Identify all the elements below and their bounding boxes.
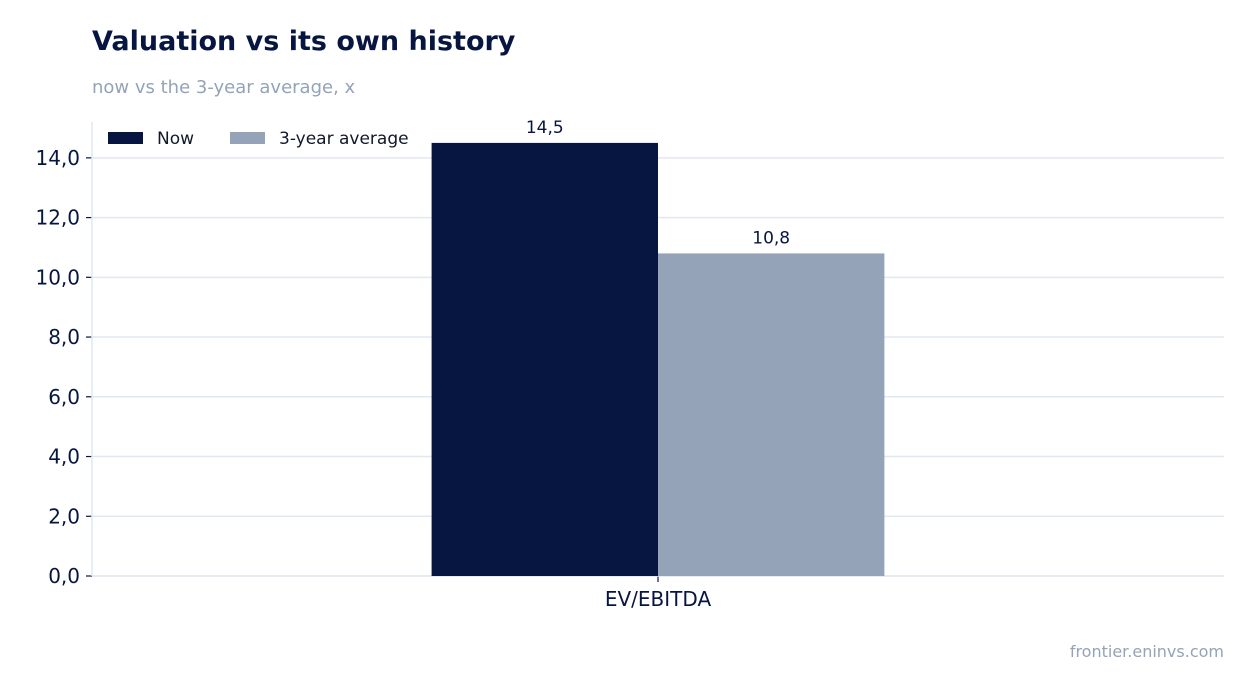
legend-label: Now (157, 129, 194, 149)
y-tick-label: 2,0 (48, 504, 80, 528)
legend: Now 3-year average (108, 129, 409, 149)
legend-swatch-average (230, 132, 265, 144)
axes: 0,0 2,0 4,0 6,0 8,0 10,0 12,0 14,0 EV/EBITDA (35, 122, 1224, 611)
y-tick-label: 4,0 (48, 445, 80, 469)
data-label: 14,5 (526, 118, 564, 138)
source-footer: frontier.eninvs.com (1069, 642, 1224, 661)
bars (431, 142, 885, 576)
chart-title: Valuation vs its own history (92, 26, 516, 57)
y-tick-label: 8,0 (48, 325, 80, 349)
legend-label: 3-year average (279, 129, 409, 149)
y-tick-label: 0,0 (48, 564, 80, 588)
data-label: 10,8 (752, 228, 790, 248)
y-tick-label: 6,0 (48, 385, 80, 409)
x-tick-label: EV/EBITDA (605, 587, 712, 611)
bar-now (431, 142, 658, 576)
legend-swatch-now (108, 132, 143, 144)
y-tick-label: 12,0 (35, 206, 80, 230)
y-tick-label: 14,0 (35, 146, 80, 170)
data-labels: 14,5 10,8 (526, 118, 790, 249)
chart-subtitle: now vs the 3-year average, x (92, 77, 356, 98)
bar-average (658, 253, 885, 576)
y-tick-label: 10,0 (35, 265, 80, 289)
